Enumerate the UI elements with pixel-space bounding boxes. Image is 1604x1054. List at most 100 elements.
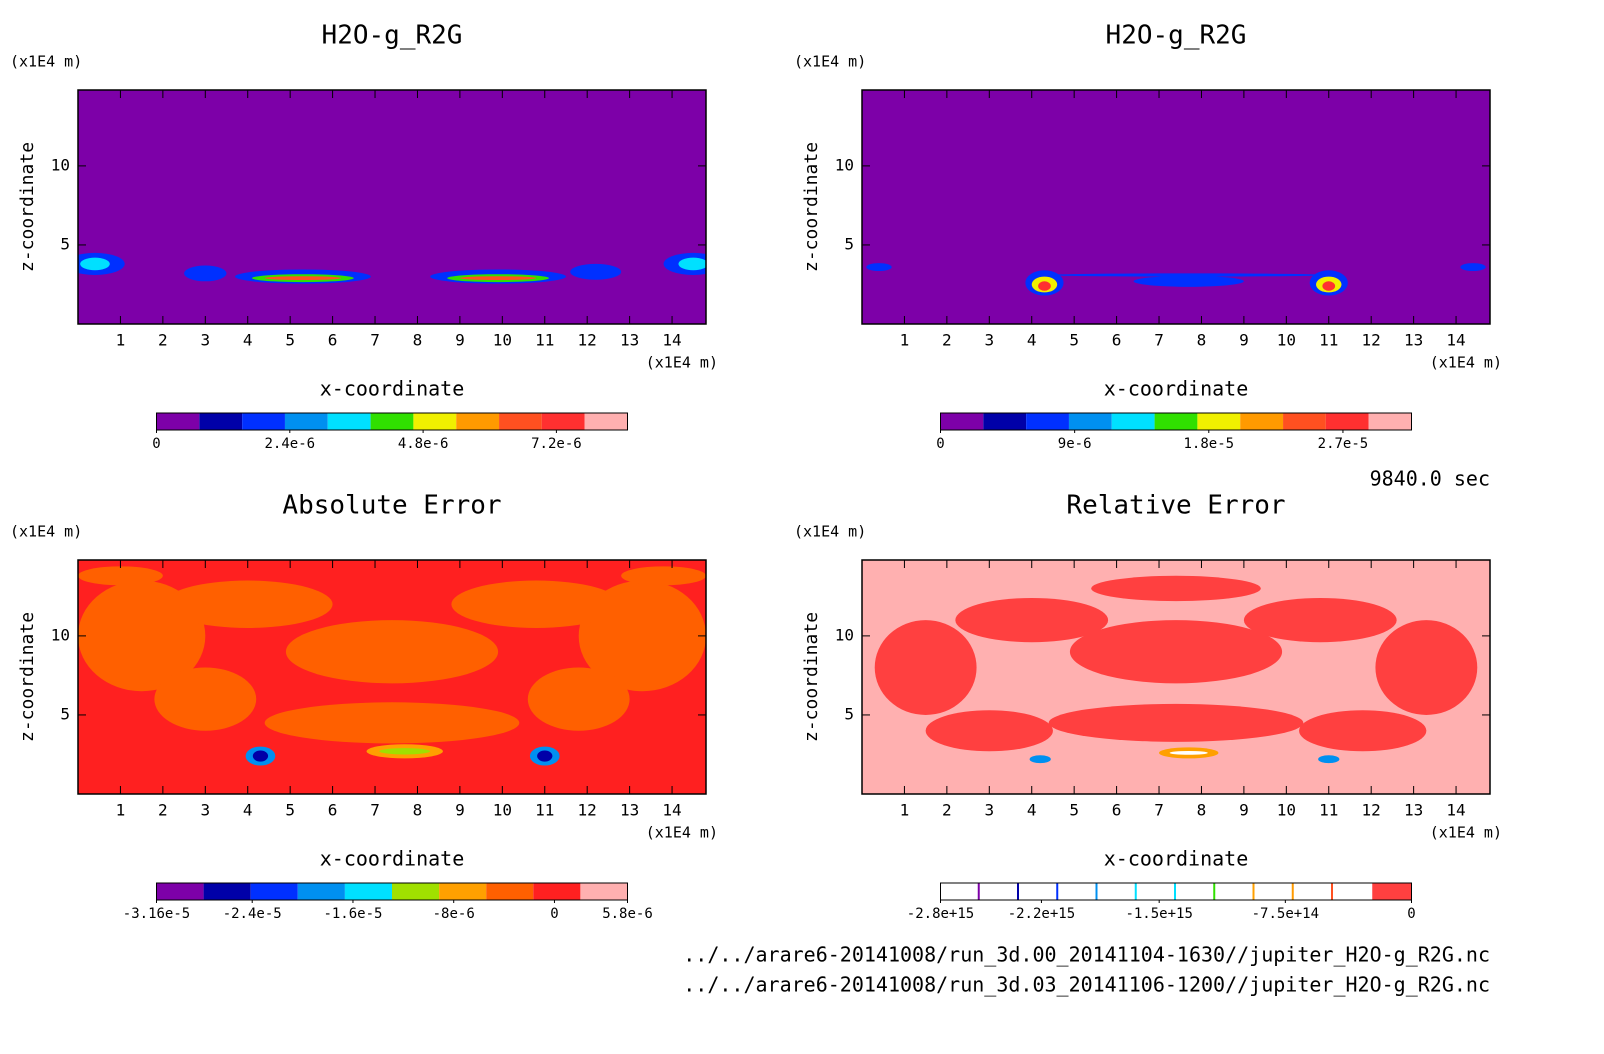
- chart-title: Absolute Error: [282, 491, 501, 521]
- x-tick-label: 11: [535, 331, 554, 350]
- colorbar-tick-label: 0: [1407, 906, 1415, 922]
- field-shapes: [78, 566, 706, 766]
- colorbar-tick-label: 0: [936, 436, 944, 452]
- contour-region: [162, 580, 333, 628]
- x-axis-label: x-coordinate: [320, 847, 465, 871]
- colorbar-segment: [370, 413, 414, 430]
- colorbar-segment: [1111, 413, 1155, 430]
- x-tick-label: 13: [1404, 801, 1423, 820]
- colorbar-level-line: [1291, 883, 1295, 900]
- contour-region: [678, 257, 706, 271]
- x-tick-label: 1: [900, 331, 910, 350]
- colorbar-tick-label: 2.7e-5: [1318, 436, 1369, 452]
- contour-region: [264, 276, 342, 281]
- colorbar-frame: [940, 882, 1412, 901]
- y-tick-label: 10: [51, 155, 70, 174]
- x-tick-label: 6: [328, 331, 338, 350]
- colorbar-segment: [1372, 883, 1412, 900]
- colorbar-segment: [584, 413, 628, 430]
- chart-title: Relative Error: [1066, 491, 1285, 521]
- colorbar-segment: [1240, 413, 1284, 430]
- y-tick-label: 5: [60, 704, 70, 723]
- contour-region: [955, 597, 1109, 643]
- colorbar-tick-label: 0: [550, 906, 558, 922]
- colorbar-tick-label: -3.16e-5: [123, 906, 190, 922]
- colorbar-frame: [156, 412, 628, 431]
- field: [862, 90, 1490, 324]
- x-tick-label: 12: [1362, 331, 1381, 350]
- x-tick-label: 2: [158, 801, 168, 820]
- y-axis-label: z-coordinate: [801, 612, 822, 742]
- colorbar-segment: [297, 883, 345, 900]
- colorbar-segment: [413, 413, 457, 430]
- x-tick-label: 5: [285, 801, 295, 820]
- x-unit: (x1E4 m): [1430, 354, 1502, 372]
- y-tick-label: 10: [835, 625, 854, 644]
- colorbar-segment: [541, 413, 585, 430]
- colorbar-segment: [1019, 883, 1059, 900]
- field-shapes: [866, 263, 1486, 296]
- contour-region: [621, 566, 706, 586]
- contour-region: [252, 750, 269, 762]
- time-label: 9840.0 sec: [1370, 467, 1490, 491]
- contour-region: [1460, 263, 1486, 272]
- x-tick-label: 14: [1446, 801, 1465, 820]
- x-tick-label: 3: [984, 331, 994, 350]
- x-tick-label: 12: [578, 331, 597, 350]
- x-tick-label: 9: [1239, 331, 1249, 350]
- colorbar-tick-label: 1.8e-5: [1184, 436, 1235, 452]
- colorbar-segment: [1026, 413, 1069, 430]
- contour-region: [1318, 755, 1340, 764]
- plot-frame: [861, 559, 1491, 795]
- x-tick-label: 1: [116, 801, 126, 820]
- x-tick-label: 2: [942, 801, 952, 820]
- x-tick-label: 11: [1319, 801, 1338, 820]
- x-tick-label: 3: [200, 801, 210, 820]
- x-unit: (x1E4 m): [646, 824, 718, 842]
- y-axis-label: z-coordinate: [17, 142, 38, 272]
- colorbar-level-line: [977, 883, 981, 900]
- contour-region: [570, 263, 622, 280]
- y-tick-label: 10: [835, 155, 854, 174]
- contour-region: [874, 620, 977, 715]
- x-tick-label: 14: [662, 801, 681, 820]
- colorbar-level-line: [1017, 883, 1020, 900]
- colorbar-segment: [580, 883, 628, 900]
- y-axis-label: z-coordinate: [801, 142, 822, 272]
- colorbar-tick-label: -2.8e+15: [907, 906, 974, 922]
- x-tick-label: 14: [662, 331, 681, 350]
- colorbar-segment: [1293, 883, 1333, 900]
- x-tick-label: 10: [493, 801, 512, 820]
- colorbar-segment: [156, 413, 200, 430]
- contour-region: [527, 667, 630, 731]
- plot-frame: [77, 559, 707, 795]
- colorbar-level-line: [1056, 883, 1060, 900]
- contour-region: [1133, 275, 1244, 287]
- contour-region: [1243, 597, 1397, 643]
- x-tick-label: 5: [285, 331, 295, 350]
- x-tick-label: 10: [1277, 331, 1296, 350]
- x-tick-label: 2: [942, 331, 952, 350]
- contour-region: [1069, 620, 1283, 684]
- contour-region: [264, 702, 520, 744]
- x-tick-label: 8: [1197, 801, 1207, 820]
- colorbar-level-line: [1213, 883, 1217, 900]
- x-tick-label: 12: [1362, 801, 1381, 820]
- x-tick-label: 11: [535, 801, 554, 820]
- x-tick-label: 7: [370, 331, 380, 350]
- contour-region: [1029, 755, 1051, 764]
- contour-region: [537, 750, 553, 762]
- x-tick-label: 9: [1239, 801, 1249, 820]
- contour-region: [154, 667, 257, 731]
- x-tick-label: 11: [1319, 331, 1338, 350]
- colorbar-segment: [486, 883, 534, 900]
- colorbar-segment: [533, 883, 581, 900]
- colorbar-tick-label: 5.8e-6: [602, 906, 653, 922]
- x-axis-label: x-coordinate: [320, 377, 465, 401]
- contour-region: [379, 748, 431, 755]
- contour-region: [1048, 273, 1329, 277]
- x-axis-label: x-coordinate: [1104, 847, 1249, 871]
- colorbar-tick-label: -7.5e+14: [1252, 906, 1319, 922]
- x-unit: (x1E4 m): [1430, 824, 1502, 842]
- contour-region: [1091, 575, 1261, 602]
